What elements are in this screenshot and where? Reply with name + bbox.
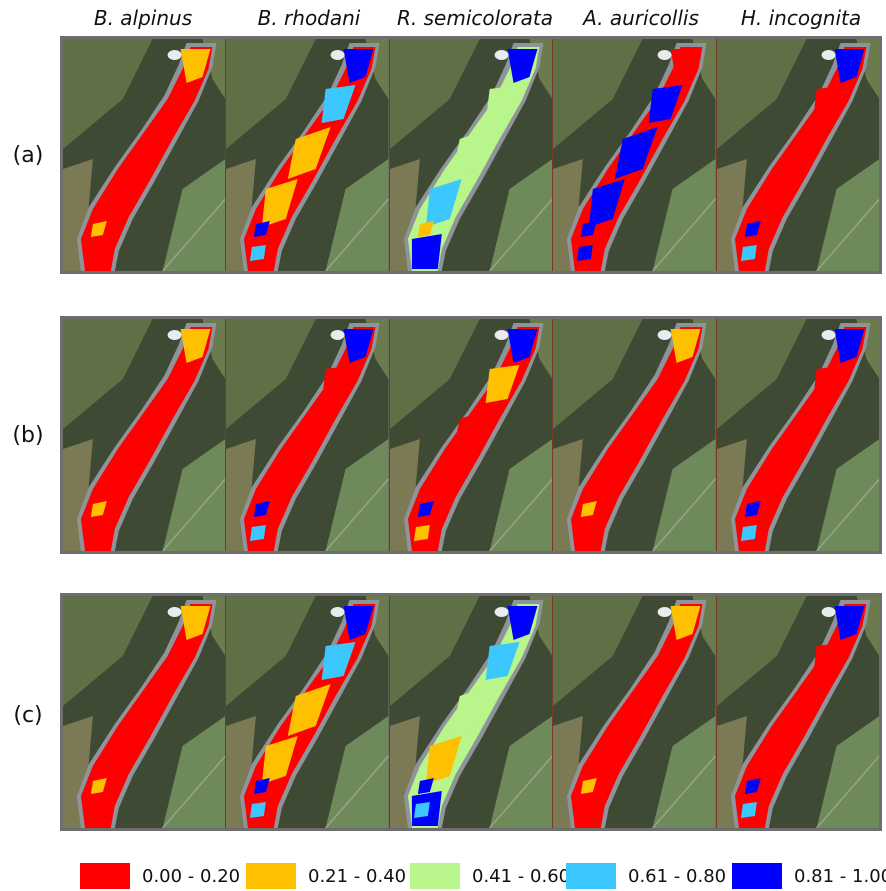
map-tile-c-5 [716,596,880,828]
map-tile-b-2 [226,319,390,551]
legend-item-4: 0.61 - 0.80 [566,861,726,891]
map-tile-svg [716,39,880,271]
map-tile-svg [389,596,553,828]
map-tile-b-5 [716,319,880,551]
map-tile-svg [716,596,880,828]
map-tile-svg [389,319,553,551]
row-label-a: (a) [12,143,44,168]
map-tile-svg [226,319,389,551]
map-row-c [60,593,882,831]
map-tile-b-1 [63,319,227,551]
legend-label-1: 0.00 - 0.20 [142,865,241,887]
map-tile-a-4 [553,39,717,271]
map-tile-a-2 [226,39,390,271]
col-title-3: R. semicolorata [397,6,553,30]
row-label-b: (b) [12,423,44,448]
col-title-2: B. rhodani [257,6,361,30]
legend-label-5: 0.81 - 1.00 [794,865,886,887]
map-tile-c-4 [553,596,717,828]
legend: 0.00 - 0.20 0.21 - 0.40 0.41 - 0.60 0.61… [0,861,886,891]
legend-swatch-1 [80,863,130,889]
legend-label-4: 0.61 - 0.80 [628,865,727,887]
map-tile-svg [389,39,553,271]
map-tile-c-2 [226,596,390,828]
legend-swatch-3 [410,863,460,889]
legend-swatch-4 [566,863,616,889]
map-tile-c-3 [389,596,554,828]
map-tile-a-5 [716,39,880,271]
map-tile-b-4 [553,319,717,551]
legend-swatch-5 [732,863,782,889]
legend-item-2: 0.21 - 0.40 [246,861,406,891]
legend-label-3: 0.41 - 0.60 [472,865,571,887]
col-title-4: A. auricollis [583,6,699,30]
legend-swatch-2 [246,863,296,889]
map-tile-svg [553,39,716,271]
map-tile-a-1 [63,39,227,271]
col-title-5: H. incognita [740,6,862,30]
legend-item-1: 0.00 - 0.20 [80,861,240,891]
row-label-c: (c) [13,703,43,728]
legend-item-3: 0.41 - 0.60 [410,861,570,891]
map-tile-svg [716,319,880,551]
map-tile-svg [63,39,226,271]
map-tile-svg [553,596,716,828]
map-tile-svg [226,596,389,828]
col-title-1: B. alpinus [93,6,193,30]
map-tile-c-1 [63,596,227,828]
map-tile-svg [553,319,716,551]
map-tile-svg [63,319,226,551]
map-tile-b-3 [389,319,554,551]
legend-item-5: 0.81 - 1.00 [732,861,886,891]
map-tile-svg [226,39,389,271]
map-row-a [60,36,882,274]
map-tile-svg [63,596,226,828]
legend-label-2: 0.21 - 0.40 [308,865,407,887]
map-tile-a-3 [389,39,554,271]
map-row-b [60,316,882,554]
